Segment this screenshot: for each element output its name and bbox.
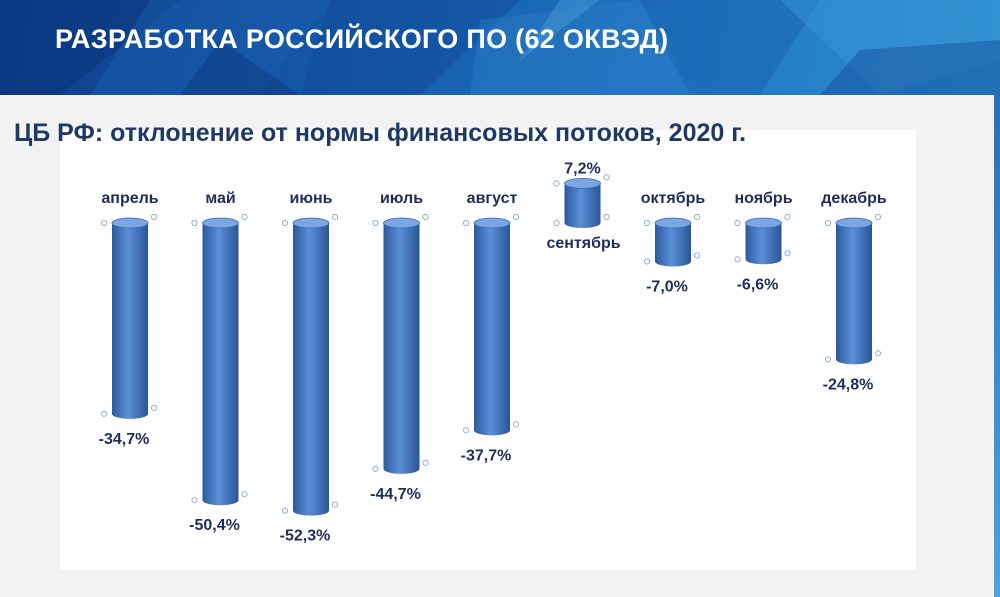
selection-handle: [281, 507, 289, 514]
bar-top-cap: [383, 217, 420, 229]
bar-body: [655, 223, 691, 267]
bar-4: август -37,7%: [461, 190, 520, 464]
selection-handle: [874, 350, 882, 357]
selection-handle: [462, 219, 470, 227]
bar-1: май -50,4%: [189, 190, 248, 534]
bar-body: [745, 223, 782, 265]
category-label: июнь: [290, 190, 333, 207]
category-label: май: [205, 190, 235, 207]
selection-handle: [643, 219, 651, 227]
category-label: ноябрь: [734, 190, 792, 207]
selection-handle: [331, 501, 339, 508]
selection-handle: [693, 252, 701, 259]
value-label: -34,7%: [99, 431, 150, 448]
selection-handle: [553, 219, 560, 227]
bar-5: сентябрь 7,2%: [546, 160, 620, 252]
bar-3: июль -44,7%: [370, 190, 429, 503]
bar-8: декабрь -24,8%: [821, 190, 887, 393]
selection-handle: [824, 219, 832, 227]
value-label: -44,7%: [370, 486, 421, 503]
selection-handle: [874, 213, 882, 221]
right-edge-decoration: [994, 95, 1000, 597]
category-label: август: [467, 190, 518, 207]
selection-handle: [512, 421, 520, 428]
selection-handle: [241, 491, 248, 498]
value-label: -7,0%: [646, 279, 688, 296]
selection-handle: [150, 213, 158, 221]
bar-body: [836, 223, 872, 365]
selection-handle: [734, 219, 741, 227]
selection-handle: [422, 213, 429, 221]
selection-handle: [422, 459, 429, 466]
bar-0: апрель -34,7%: [99, 190, 159, 448]
bar-7: ноябрь -6,6%: [734, 190, 793, 293]
bar-top-cap: [202, 217, 239, 229]
value-label: -52,3%: [280, 528, 331, 545]
bar-top-cap: [473, 217, 511, 229]
banner-pattern: [0, 0, 1000, 95]
selection-handle: [693, 213, 701, 221]
bar-top-cap: [292, 217, 330, 229]
value-label: -6,6%: [737, 276, 779, 293]
value-label: -50,4%: [189, 517, 240, 534]
selection-handle: [512, 213, 520, 221]
bar-body: [202, 223, 239, 506]
category-label: октябрь: [641, 190, 706, 207]
selection-handle: [191, 497, 198, 504]
selection-handle: [462, 427, 470, 434]
selection-handle: [191, 219, 198, 227]
category-label: декабрь: [821, 190, 887, 207]
bar-top-cap: [111, 217, 149, 229]
selection-handle: [100, 410, 108, 417]
bar-body: [383, 223, 420, 474]
selection-handle: [603, 213, 610, 221]
bar-top-cap: [835, 217, 873, 229]
selection-handle: [331, 213, 339, 221]
selection-handle: [553, 180, 560, 187]
selection-handle: [734, 256, 741, 263]
header-banner: РАЗРАБОТКА РОССИЙСКОГО ПО (62 ОКВЭД): [0, 0, 1000, 95]
selection-handle: [784, 250, 791, 257]
category-label: сентябрь: [546, 235, 620, 252]
selection-handle: [824, 356, 832, 363]
selection-handle: [372, 219, 379, 227]
page-title: РАЗРАБОТКА РОССИЙСКОГО ПО (62 ОКВЭД): [55, 24, 669, 54]
selection-handle: [372, 465, 379, 472]
bar-body: [112, 223, 148, 419]
selection-handle: [150, 404, 158, 411]
value-label: -24,8%: [823, 376, 874, 393]
selection-handle: [241, 213, 248, 221]
bar-top-cap: [654, 217, 692, 229]
bar-body: [474, 223, 510, 436]
chart-title: ЦБ РФ: отклонение от нормы финансовых по…: [14, 119, 747, 147]
bar-top-cap: [564, 177, 601, 189]
bar-2: июнь -52,3%: [280, 190, 339, 545]
selection-handle: [281, 219, 289, 227]
value-label: 7,2%: [564, 160, 600, 177]
bar-6: октябрь -7,0%: [641, 190, 706, 296]
value-label: -37,7%: [461, 447, 512, 464]
bar-body: [564, 183, 601, 229]
selection-handle: [100, 219, 108, 227]
selection-handle: [603, 174, 610, 181]
bar-top-cap: [745, 217, 782, 229]
category-label: июль: [380, 190, 423, 207]
category-label: апрель: [101, 190, 158, 207]
bar-body: [293, 223, 329, 516]
selection-handle: [784, 213, 791, 221]
selection-handle: [643, 258, 651, 265]
